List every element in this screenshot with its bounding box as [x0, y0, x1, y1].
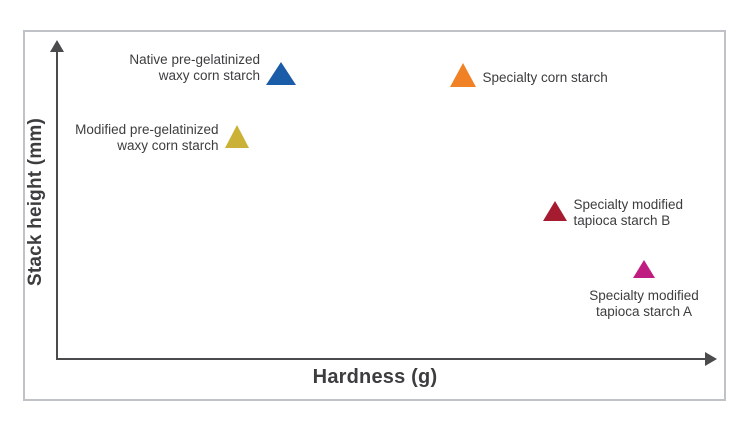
y-axis-line	[56, 46, 58, 360]
data-point-label: Specialty modified tapioca starch B	[573, 197, 684, 228]
x-axis-line	[56, 358, 706, 360]
triangle-marker	[224, 124, 249, 148]
y-axis-arrow-icon	[50, 40, 64, 52]
x-axis-label: Hardness (g)	[312, 366, 438, 388]
data-point-label: Modified pre-gelatinized waxy corn starch	[75, 122, 219, 153]
triangle-marker	[449, 63, 476, 87]
data-point-label: Specialty corn starch	[482, 70, 608, 85]
x-axis-arrow-icon	[705, 352, 717, 366]
triangle-marker	[632, 260, 655, 278]
chart-frame	[23, 30, 726, 401]
triangle-marker	[542, 201, 567, 221]
triangle-marker	[266, 61, 296, 85]
data-point-label: Specialty modified tapioca starch A	[589, 288, 699, 319]
data-point-label: Native pre-gelatinized waxy corn starch	[129, 52, 260, 83]
